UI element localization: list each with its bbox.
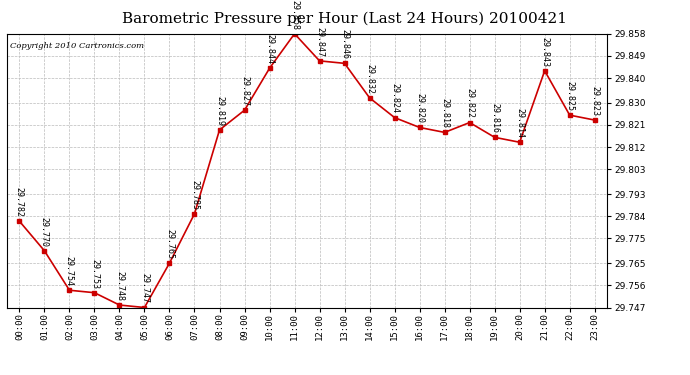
Text: 29.770: 29.770: [40, 217, 49, 247]
Text: 29.846: 29.846: [340, 29, 349, 59]
Text: Copyright 2010 Cartronics.com: Copyright 2010 Cartronics.com: [10, 42, 144, 50]
Text: 29.816: 29.816: [490, 103, 499, 133]
Text: 29.814: 29.814: [515, 108, 524, 138]
Text: 29.748: 29.748: [115, 271, 124, 301]
Text: Barometric Pressure per Hour (Last 24 Hours) 20100421: Barometric Pressure per Hour (Last 24 Ho…: [123, 11, 567, 26]
Text: 29.822: 29.822: [465, 88, 474, 118]
Text: 29.858: 29.858: [290, 0, 299, 30]
Text: 29.832: 29.832: [365, 64, 374, 94]
Text: 29.823: 29.823: [590, 86, 599, 116]
Text: 29.765: 29.765: [165, 229, 174, 259]
Text: 29.782: 29.782: [15, 187, 24, 217]
Text: 29.844: 29.844: [265, 34, 274, 64]
Text: 29.819: 29.819: [215, 96, 224, 126]
Text: 29.747: 29.747: [140, 273, 149, 303]
Text: 29.753: 29.753: [90, 258, 99, 288]
Text: 29.825: 29.825: [565, 81, 574, 111]
Text: 29.820: 29.820: [415, 93, 424, 123]
Text: 29.847: 29.847: [315, 27, 324, 57]
Text: 29.827: 29.827: [240, 76, 249, 106]
Text: 29.785: 29.785: [190, 180, 199, 210]
Text: 29.754: 29.754: [65, 256, 74, 286]
Text: 29.843: 29.843: [540, 37, 549, 67]
Text: 29.818: 29.818: [440, 98, 449, 128]
Text: 29.824: 29.824: [390, 83, 399, 113]
